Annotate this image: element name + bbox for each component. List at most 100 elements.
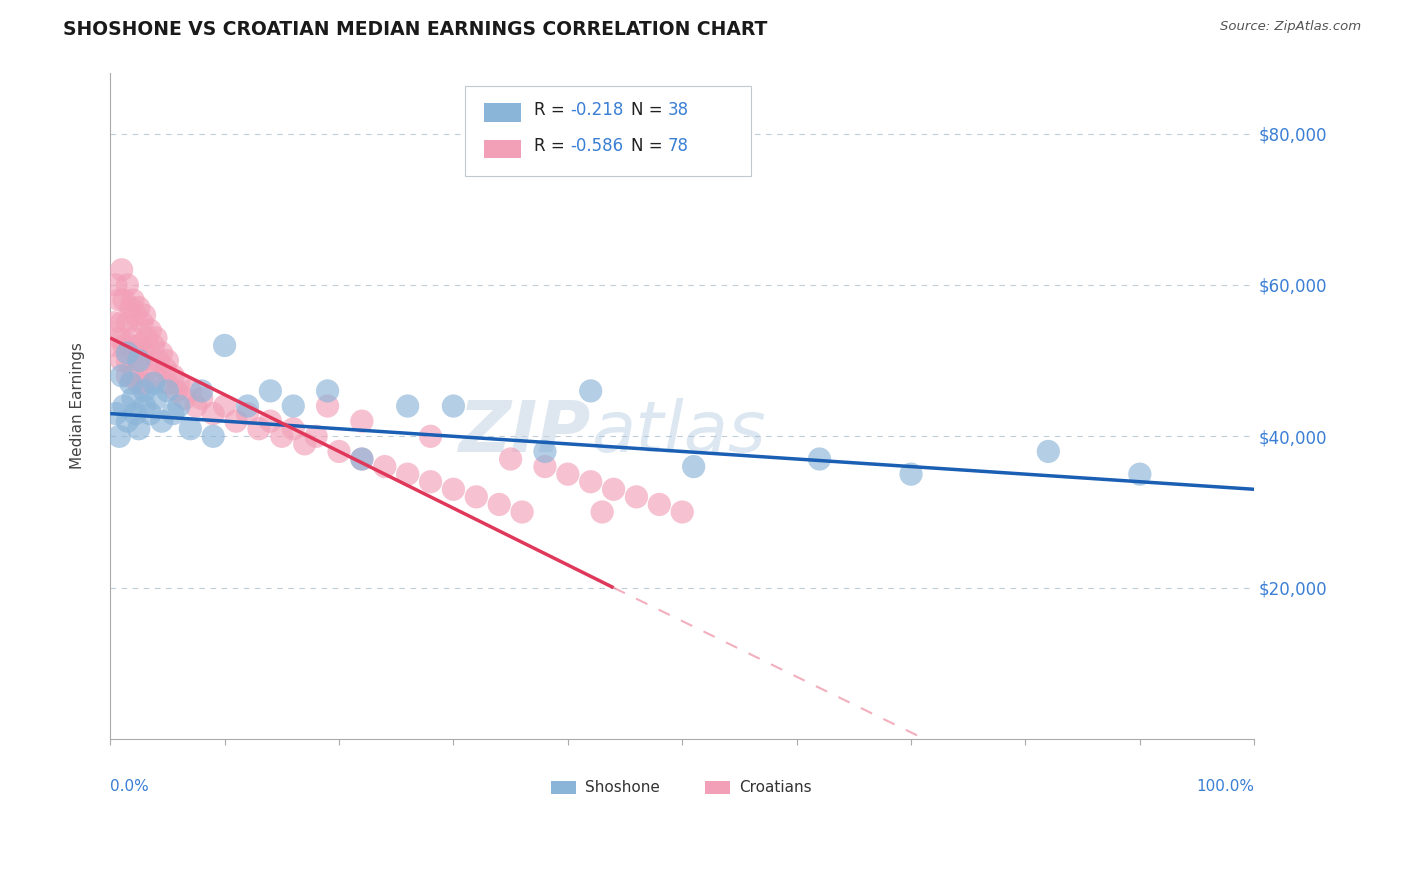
- Bar: [484, 103, 520, 121]
- Point: [214, 399, 236, 413]
- Point: [117, 353, 139, 368]
- Point: [145, 368, 167, 383]
- Point: [145, 331, 167, 345]
- Point: [111, 262, 134, 277]
- Point: [626, 490, 648, 504]
- Text: 0.0%: 0.0%: [110, 779, 149, 794]
- Point: [225, 414, 247, 428]
- Point: [808, 452, 831, 467]
- Point: [441, 483, 464, 497]
- Point: [104, 407, 127, 421]
- Point: [128, 353, 150, 368]
- Text: R =: R =: [533, 101, 569, 119]
- Point: [124, 308, 146, 322]
- Point: [111, 316, 134, 330]
- Point: [128, 422, 150, 436]
- Point: [134, 308, 156, 322]
- Point: [488, 498, 510, 512]
- Point: [156, 384, 179, 398]
- Point: [419, 429, 441, 443]
- Text: R =: R =: [533, 137, 569, 155]
- Point: [259, 414, 281, 428]
- Point: [148, 353, 170, 368]
- Point: [150, 414, 173, 428]
- Point: [162, 407, 184, 421]
- Point: [124, 346, 146, 360]
- Point: [134, 384, 156, 398]
- Point: [316, 384, 339, 398]
- Text: ZIP: ZIP: [458, 398, 591, 467]
- Point: [128, 376, 150, 391]
- Point: [111, 353, 134, 368]
- Point: [103, 316, 125, 330]
- Point: [179, 422, 201, 436]
- Point: [173, 392, 195, 406]
- Text: 100.0%: 100.0%: [1197, 779, 1254, 794]
- Point: [499, 452, 522, 467]
- Text: Median Earnings: Median Earnings: [70, 343, 84, 469]
- Point: [465, 490, 488, 504]
- Point: [534, 459, 557, 474]
- Point: [128, 338, 150, 352]
- Point: [682, 459, 704, 474]
- Point: [1129, 467, 1152, 482]
- Point: [134, 376, 156, 391]
- Point: [305, 429, 328, 443]
- Point: [350, 452, 373, 467]
- Point: [441, 399, 464, 413]
- Point: [131, 353, 153, 368]
- Point: [214, 338, 236, 352]
- Point: [202, 407, 225, 421]
- Point: [122, 368, 145, 383]
- Text: 38: 38: [668, 101, 689, 119]
- Point: [283, 399, 305, 413]
- Point: [591, 505, 613, 519]
- Point: [294, 437, 316, 451]
- Point: [124, 407, 146, 421]
- Point: [579, 384, 602, 398]
- Point: [648, 498, 671, 512]
- Text: Croatians: Croatians: [740, 780, 813, 795]
- Point: [190, 392, 212, 406]
- Point: [128, 301, 150, 315]
- Bar: [704, 781, 730, 795]
- Point: [162, 368, 184, 383]
- Point: [167, 376, 190, 391]
- Point: [247, 422, 270, 436]
- Text: atlas: atlas: [591, 398, 765, 467]
- Point: [396, 467, 419, 482]
- Point: [1038, 444, 1060, 458]
- Point: [117, 368, 139, 383]
- Point: [602, 483, 624, 497]
- Point: [142, 338, 165, 352]
- Text: -0.586: -0.586: [569, 137, 623, 155]
- Point: [142, 376, 165, 391]
- Text: Source: ZipAtlas.com: Source: ZipAtlas.com: [1220, 20, 1361, 33]
- Point: [108, 331, 131, 345]
- Point: [134, 399, 156, 413]
- Point: [122, 392, 145, 406]
- Point: [122, 331, 145, 345]
- Point: [328, 444, 350, 458]
- Point: [270, 429, 292, 443]
- Point: [579, 475, 602, 489]
- Point: [153, 361, 176, 376]
- Point: [108, 429, 131, 443]
- Point: [117, 277, 139, 292]
- Point: [534, 444, 557, 458]
- Point: [131, 316, 153, 330]
- Point: [671, 505, 693, 519]
- Point: [419, 475, 441, 489]
- FancyBboxPatch shape: [465, 87, 751, 177]
- Point: [202, 429, 225, 443]
- Point: [150, 346, 173, 360]
- Point: [166, 384, 188, 398]
- Point: [190, 384, 212, 398]
- Point: [316, 399, 339, 413]
- Bar: [551, 781, 576, 795]
- Point: [120, 301, 142, 315]
- Point: [117, 346, 139, 360]
- Point: [135, 331, 157, 345]
- Point: [134, 346, 156, 360]
- Text: N =: N =: [631, 137, 668, 155]
